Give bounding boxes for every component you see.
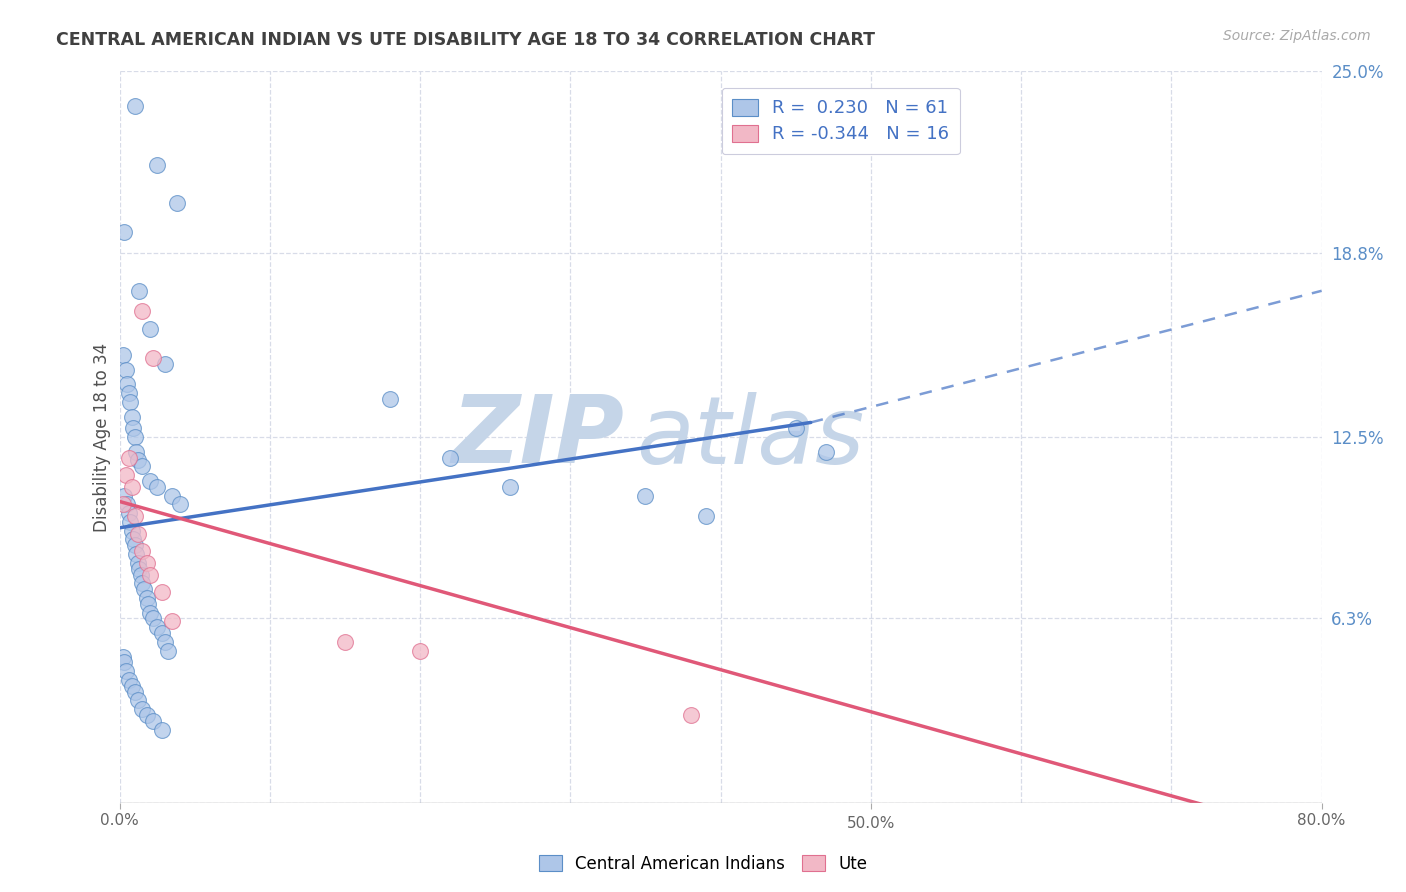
Point bbox=[142, 611, 165, 625]
Point bbox=[122, 533, 145, 547]
Point bbox=[127, 526, 149, 541]
Point bbox=[333, 635, 356, 649]
Point bbox=[128, 562, 150, 576]
Point bbox=[785, 421, 807, 435]
Point bbox=[114, 664, 136, 678]
Point bbox=[111, 649, 134, 664]
Point bbox=[121, 480, 143, 494]
Point bbox=[117, 506, 139, 520]
Point bbox=[124, 538, 146, 552]
Point bbox=[160, 489, 183, 503]
Point bbox=[111, 497, 134, 511]
Point bbox=[124, 430, 146, 444]
Point bbox=[124, 509, 146, 524]
Point bbox=[409, 643, 432, 657]
Y-axis label: Disability Age 18 to 34: Disability Age 18 to 34 bbox=[93, 343, 111, 532]
Point bbox=[160, 615, 183, 629]
Point bbox=[169, 497, 191, 511]
Point bbox=[150, 585, 173, 599]
Point bbox=[138, 567, 160, 582]
Point bbox=[121, 679, 143, 693]
Point bbox=[634, 489, 657, 503]
Point bbox=[135, 591, 157, 605]
Point bbox=[138, 606, 160, 620]
Point bbox=[131, 544, 153, 558]
Text: CENTRAL AMERICAN INDIAN VS UTE DISABILITY AGE 18 TO 34 CORRELATION CHART: CENTRAL AMERICAN INDIAN VS UTE DISABILIT… bbox=[56, 31, 876, 49]
Point bbox=[150, 626, 173, 640]
Point bbox=[142, 714, 165, 728]
Point bbox=[111, 348, 134, 362]
Text: atlas: atlas bbox=[637, 392, 865, 483]
Point bbox=[146, 158, 169, 172]
Point bbox=[112, 489, 135, 503]
Point bbox=[135, 708, 157, 723]
Text: 50.0%: 50.0% bbox=[846, 816, 896, 831]
Point bbox=[138, 474, 160, 488]
Point bbox=[142, 351, 165, 365]
Text: ZIP: ZIP bbox=[451, 391, 624, 483]
Point bbox=[115, 377, 138, 392]
Point bbox=[153, 357, 176, 371]
Point bbox=[814, 444, 837, 458]
Point bbox=[695, 509, 717, 524]
Point bbox=[136, 597, 159, 611]
Point bbox=[127, 556, 149, 570]
Point bbox=[146, 620, 169, 634]
Point bbox=[124, 684, 146, 698]
Point bbox=[138, 322, 160, 336]
Point bbox=[131, 304, 153, 318]
Point bbox=[166, 196, 188, 211]
Point bbox=[121, 409, 143, 424]
Point bbox=[118, 515, 141, 529]
Point bbox=[125, 547, 148, 561]
Point bbox=[132, 582, 155, 597]
Point bbox=[135, 556, 157, 570]
Point bbox=[114, 468, 136, 483]
Legend: R =  0.230   N = 61, R = -0.344   N = 16: R = 0.230 N = 61, R = -0.344 N = 16 bbox=[721, 87, 960, 154]
Point bbox=[499, 480, 522, 494]
Point bbox=[156, 643, 179, 657]
Point bbox=[117, 450, 139, 465]
Point bbox=[146, 480, 169, 494]
Point bbox=[131, 459, 153, 474]
Point bbox=[122, 421, 145, 435]
Point bbox=[112, 225, 135, 239]
Text: Source: ZipAtlas.com: Source: ZipAtlas.com bbox=[1223, 29, 1371, 43]
Point bbox=[125, 444, 148, 458]
Point bbox=[112, 656, 135, 670]
Point bbox=[150, 723, 173, 737]
Point bbox=[117, 386, 139, 401]
Point bbox=[127, 693, 149, 707]
Legend: Central American Indians, Ute: Central American Indians, Ute bbox=[531, 848, 875, 880]
Point bbox=[118, 395, 141, 409]
Point bbox=[124, 99, 146, 113]
Point bbox=[117, 673, 139, 687]
Point bbox=[129, 567, 152, 582]
Point bbox=[679, 708, 702, 723]
Point bbox=[114, 363, 136, 377]
Point bbox=[131, 702, 153, 716]
Point bbox=[127, 453, 149, 467]
Point bbox=[153, 635, 176, 649]
Point bbox=[439, 450, 461, 465]
Point bbox=[131, 576, 153, 591]
Point bbox=[378, 392, 401, 406]
Point bbox=[121, 524, 143, 538]
Point bbox=[115, 497, 138, 511]
Point bbox=[128, 284, 150, 298]
